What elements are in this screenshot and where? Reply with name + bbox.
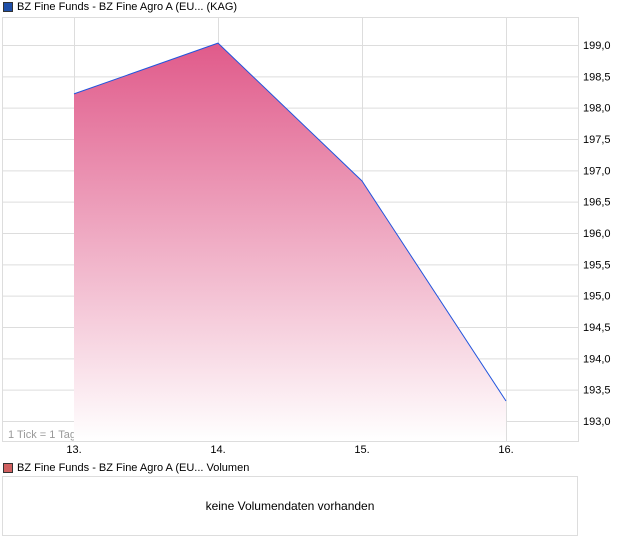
volume-panel: keine Volumendaten vorhanden: [2, 476, 578, 536]
x-tick-label: 16.: [498, 444, 513, 456]
x-tick-label: 13.: [66, 444, 81, 456]
x-tick-label: 15.: [354, 444, 369, 456]
legend-swatch: [3, 463, 13, 473]
price-legend: BZ Fine Funds - BZ Fine Agro A (EU... (K…: [3, 0, 237, 14]
price-area: [74, 43, 506, 441]
y-tick-label: 195,0: [583, 291, 611, 303]
x-tick-label: 14.: [210, 444, 225, 456]
price-line: [73, 42, 507, 402]
y-tick-label: 196,0: [583, 228, 611, 240]
y-tick-label: 195,5: [583, 259, 611, 271]
legend-swatch: [3, 2, 13, 12]
no-volume-message: keine Volumendaten vorhanden: [205, 499, 375, 513]
price-chart: 193,0 193,5 194,0 194,5 195,0 195,5 196,0 196,5…: [2, 17, 611, 456]
y-tick-label: 194,5: [583, 322, 611, 334]
price-legend-label: BZ Fine Funds - BZ Fine Agro A (EU... (K…: [17, 1, 238, 13]
y-tick-label: 194,0: [583, 353, 611, 365]
y-tick-label: 198,0: [583, 103, 611, 115]
volume-legend-label: BZ Fine Funds - BZ Fine Agro A (EU... Vo…: [17, 462, 250, 474]
tick-annotation: 1 Tick = 1 Tag: [8, 429, 76, 441]
y-tick-label: 193,5: [583, 385, 611, 397]
y-tick-label: 197,0: [583, 165, 611, 177]
volume-legend: BZ Fine Funds - BZ Fine Agro A (EU... Vo…: [3, 461, 249, 475]
y-tick-label: 197,5: [583, 134, 611, 146]
y-tick-label: 199,0: [583, 40, 611, 52]
y-tick-label: 193,0: [583, 416, 611, 428]
y-tick-label: 198,5: [583, 71, 611, 83]
y-tick-label: 196,5: [583, 197, 611, 209]
